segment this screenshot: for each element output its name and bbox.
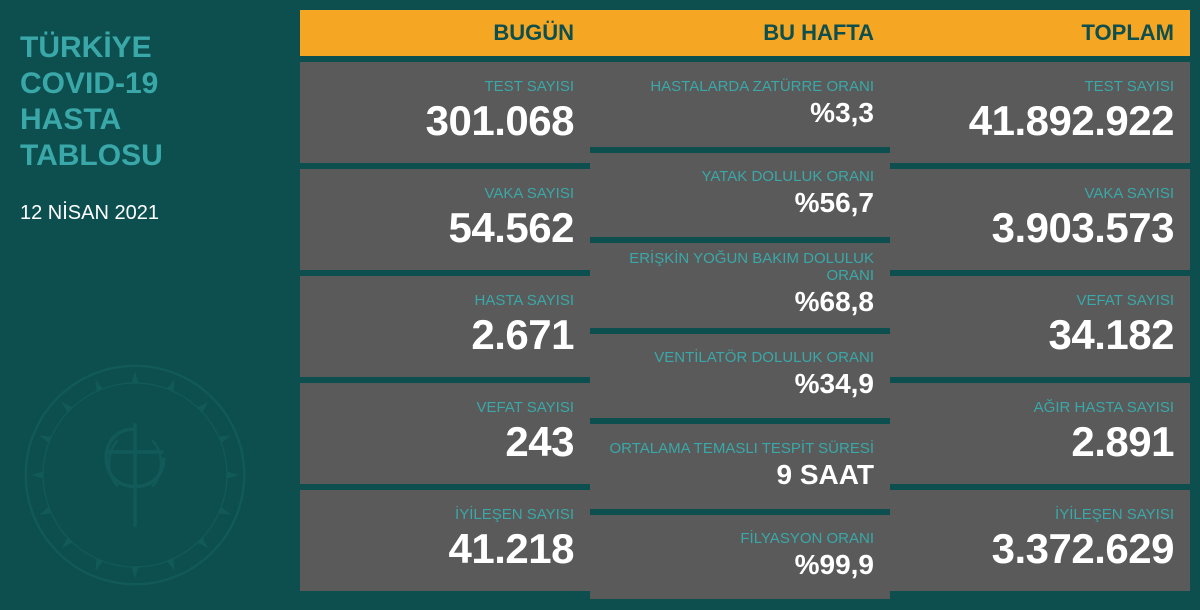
stat-label: İYİLEŞEN SAYISI — [455, 506, 574, 523]
stat-cell: HASTA SAYISI 2.671 — [300, 276, 590, 377]
stat-cell: VAKA SAYISI 3.903.573 — [890, 169, 1190, 270]
stat-cell: FİLYASYON ORANI %99,9 — [590, 515, 890, 600]
stat-label: FİLYASYON ORANI — [740, 530, 874, 547]
stat-label: ORTALAMA TEMASLI TESPİT SÜRESİ — [609, 440, 874, 457]
ministry-logo-watermark — [20, 360, 250, 590]
stat-value: %3,3 — [810, 97, 874, 129]
stat-cell: YATAK DOLULUK ORANI %56,7 — [590, 153, 890, 238]
left-panel: TÜRKİYE COVID-19 HASTA TABLOSU 12 NİSAN … — [5, 10, 300, 600]
stat-label: TEST SAYISI — [485, 78, 574, 95]
stat-label: VAKA SAYISI — [485, 185, 575, 202]
stat-label: HASTA SAYISI — [475, 292, 574, 309]
stat-cell: TEST SAYISI 301.068 — [300, 62, 590, 163]
stat-cell: İYİLEŞEN SAYISI 3.372.629 — [890, 490, 1190, 591]
stat-label: HASTALARDA ZATÜRRE ORANI — [650, 78, 874, 95]
stat-cell: ERİŞKİN YOĞUN BAKIM DOLULUK ORANI %68,8 — [590, 243, 890, 328]
column-total: TOPLAM TEST SAYISI 41.892.922 VAKA SAYIS… — [890, 10, 1190, 600]
stat-label: VEFAT SAYISI — [476, 399, 574, 416]
stat-value: 9 SAAT — [777, 459, 875, 491]
stat-cell: HASTALARDA ZATÜRRE ORANI %3,3 — [590, 62, 890, 147]
stat-label: VENTİLATÖR DOLULUK ORANI — [654, 349, 874, 366]
stat-label: AĞIR HASTA SAYISI — [1034, 399, 1174, 416]
stat-value: %99,9 — [795, 549, 874, 581]
stat-value: %34,9 — [795, 368, 874, 400]
report-date: 12 NİSAN 2021 — [20, 202, 285, 225]
stat-label: ERİŞKİN YOĞUN BAKIM DOLULUK ORANI — [606, 250, 874, 284]
stat-label: YATAK DOLULUK ORANI — [701, 168, 874, 185]
stat-label: TEST SAYISI — [1085, 78, 1174, 95]
stat-cell: ORTALAMA TEMASLI TESPİT SÜRESİ 9 SAAT — [590, 424, 890, 509]
dashboard-container: TÜRKİYE COVID-19 HASTA TABLOSU 12 NİSAN … — [0, 0, 1200, 610]
stat-value: 41.218 — [449, 525, 574, 573]
stat-cell: VAKA SAYISI 54.562 — [300, 169, 590, 270]
column-week: BU HAFTA HASTALARDA ZATÜRRE ORANI %3,3 Y… — [590, 10, 890, 600]
stat-value: 301.068 — [426, 97, 574, 145]
stat-label: VEFAT SAYISI — [1076, 292, 1174, 309]
stat-value: 2.671 — [471, 311, 574, 359]
title-line: TABLOSU — [20, 138, 285, 174]
column-header-today: BUGÜN — [300, 10, 590, 56]
stat-label: İYİLEŞEN SAYISI — [1055, 506, 1174, 523]
stat-value: 2.891 — [1071, 418, 1174, 466]
stat-cell: İYİLEŞEN SAYISI 41.218 — [300, 490, 590, 591]
stat-value: %68,8 — [795, 286, 874, 318]
title-line: HASTA — [20, 102, 285, 138]
stat-value: %56,7 — [795, 187, 874, 219]
stat-cell: VEFAT SAYISI 34.182 — [890, 276, 1190, 377]
stat-label: VAKA SAYISI — [1085, 185, 1175, 202]
title-line: TÜRKİYE — [20, 30, 285, 66]
stat-value: 243 — [505, 418, 574, 466]
column-header-total: TOPLAM — [890, 10, 1190, 56]
stat-value: 3.903.573 — [992, 204, 1174, 252]
stat-cell: AĞIR HASTA SAYISI 2.891 — [890, 383, 1190, 484]
stat-value: 41.892.922 — [969, 97, 1174, 145]
stat-cell: VEFAT SAYISI 243 — [300, 383, 590, 484]
stat-cell: TEST SAYISI 41.892.922 — [890, 62, 1190, 163]
column-today: BUGÜN TEST SAYISI 301.068 VAKA SAYISI 54… — [300, 10, 590, 600]
stat-cell: VENTİLATÖR DOLULUK ORANI %34,9 — [590, 334, 890, 419]
page-title: TÜRKİYE COVID-19 HASTA TABLOSU — [20, 30, 285, 174]
stat-value: 34.182 — [1049, 311, 1174, 359]
stat-value: 54.562 — [449, 204, 574, 252]
title-line: COVID-19 — [20, 66, 285, 102]
column-header-week: BU HAFTA — [590, 10, 890, 56]
stat-value: 3.372.629 — [992, 525, 1174, 573]
